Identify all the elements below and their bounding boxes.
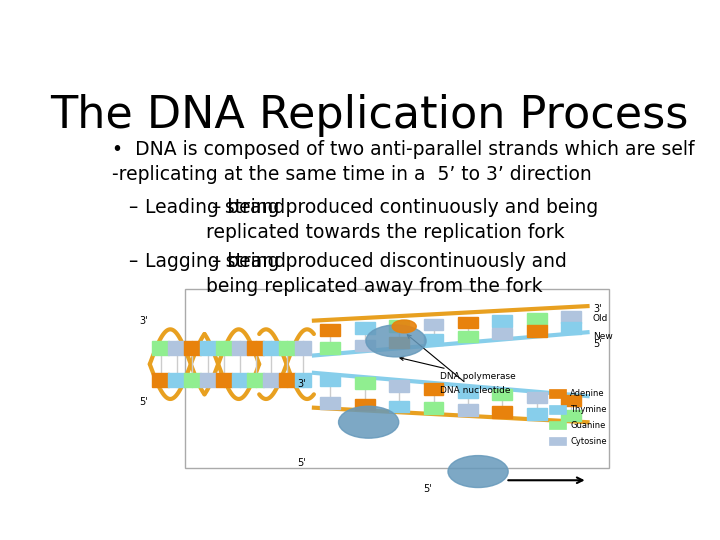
Bar [294,373,311,387]
Bar [423,402,444,414]
Bar [184,373,201,387]
Bar [549,389,566,397]
Bar [153,373,169,387]
Bar [355,377,374,389]
Bar [355,322,374,334]
Bar [248,341,264,355]
Text: – being produced discontinuously and
being replicated away from the fork: – being produced discontinuously and bei… [206,252,567,296]
Bar [562,312,581,323]
Text: DNA nucleotide: DNA nucleotide [408,335,510,395]
Text: Cytosine: Cytosine [570,436,607,446]
Bar [200,341,216,355]
Bar [527,392,546,403]
Bar [232,341,248,355]
Text: – being produced continuously and being
replicated towards the replication fork: – being produced continuously and being … [206,198,598,242]
Bar [168,341,185,355]
Text: 3': 3' [139,315,148,326]
Text: Thymine: Thymine [570,404,606,414]
Text: 3': 3' [593,304,602,314]
Text: –: – [129,252,144,271]
Bar [153,341,169,355]
Bar [458,404,478,416]
Text: 5': 5' [423,484,432,494]
Bar [549,421,566,429]
Text: The DNA Replication Process: The DNA Replication Process [50,94,688,137]
Text: Guanine: Guanine [570,421,606,430]
FancyBboxPatch shape [185,289,609,468]
Bar [355,399,374,410]
Bar [423,319,444,330]
Bar [279,373,295,387]
Bar [549,405,566,414]
Text: •  DNA is composed of two anti-parallel strands which are self
-replicating at t: • DNA is composed of two anti-parallel s… [112,140,695,184]
Text: 5': 5' [593,339,602,349]
Bar [527,325,546,336]
Bar [168,373,185,387]
Text: Adenine: Adenine [570,389,605,397]
Bar [562,410,581,421]
Bar [263,373,279,387]
Bar [320,397,340,409]
Bar [263,341,279,355]
Bar [492,389,512,401]
Bar [492,315,512,327]
Bar [279,341,295,355]
Bar [200,373,216,387]
Circle shape [448,456,508,488]
Text: 5': 5' [139,397,148,407]
Circle shape [392,320,416,333]
Bar [390,380,409,392]
Bar [458,386,478,397]
Bar [216,373,232,387]
Bar [184,341,201,355]
Bar [423,334,444,345]
Bar [320,342,340,354]
Bar [390,336,409,348]
Bar [320,374,340,386]
Text: 5': 5' [297,458,306,468]
Bar [355,340,374,351]
Text: Leading strand: Leading strand [145,198,285,217]
Bar [216,341,232,355]
Bar [423,383,444,395]
Bar [492,328,512,340]
Text: New: New [593,333,613,341]
Text: –: – [129,198,144,217]
Circle shape [366,325,426,357]
Bar [562,322,581,334]
Bar [458,317,478,328]
Bar [320,324,340,336]
Bar [390,320,409,332]
Bar [492,406,512,418]
Bar [232,373,248,387]
Text: DNA polymerase: DNA polymerase [400,357,516,381]
Bar [562,395,581,406]
Bar [458,331,478,342]
Bar [248,373,264,387]
Bar [390,401,409,412]
Text: Old: Old [593,314,608,322]
Bar [527,313,546,325]
Circle shape [338,406,399,438]
Bar [527,408,546,420]
Text: Lagging strand: Lagging strand [145,252,286,271]
Text: 3': 3' [297,380,306,389]
Bar [549,437,566,445]
Bar [294,341,311,355]
